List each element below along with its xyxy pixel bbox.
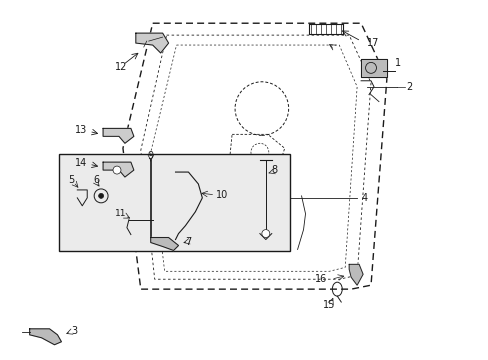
Circle shape xyxy=(99,193,103,198)
Polygon shape xyxy=(360,59,386,77)
Polygon shape xyxy=(30,329,61,345)
Text: 1: 1 xyxy=(394,58,400,68)
Text: 15: 15 xyxy=(323,300,335,310)
Text: 3: 3 xyxy=(71,326,77,336)
Text: 2: 2 xyxy=(406,82,412,92)
Text: 10: 10 xyxy=(216,190,228,200)
Polygon shape xyxy=(136,33,168,53)
Text: 12: 12 xyxy=(115,62,127,72)
Text: 16: 16 xyxy=(315,274,327,284)
Polygon shape xyxy=(103,162,134,177)
Text: 9: 9 xyxy=(147,151,154,161)
Text: 5: 5 xyxy=(68,175,74,185)
Text: 8: 8 xyxy=(271,165,277,175)
Text: 4: 4 xyxy=(360,193,366,203)
Polygon shape xyxy=(103,129,134,143)
Text: 17: 17 xyxy=(366,38,379,48)
Text: 7: 7 xyxy=(185,237,191,247)
Text: 14: 14 xyxy=(75,158,87,168)
Text: 13: 13 xyxy=(75,125,87,135)
Bar xyxy=(60,154,289,251)
Circle shape xyxy=(113,166,121,174)
Text: 11: 11 xyxy=(115,209,126,218)
Text: 6: 6 xyxy=(93,175,99,185)
Polygon shape xyxy=(348,264,362,285)
Circle shape xyxy=(262,230,269,238)
Polygon shape xyxy=(150,238,178,251)
